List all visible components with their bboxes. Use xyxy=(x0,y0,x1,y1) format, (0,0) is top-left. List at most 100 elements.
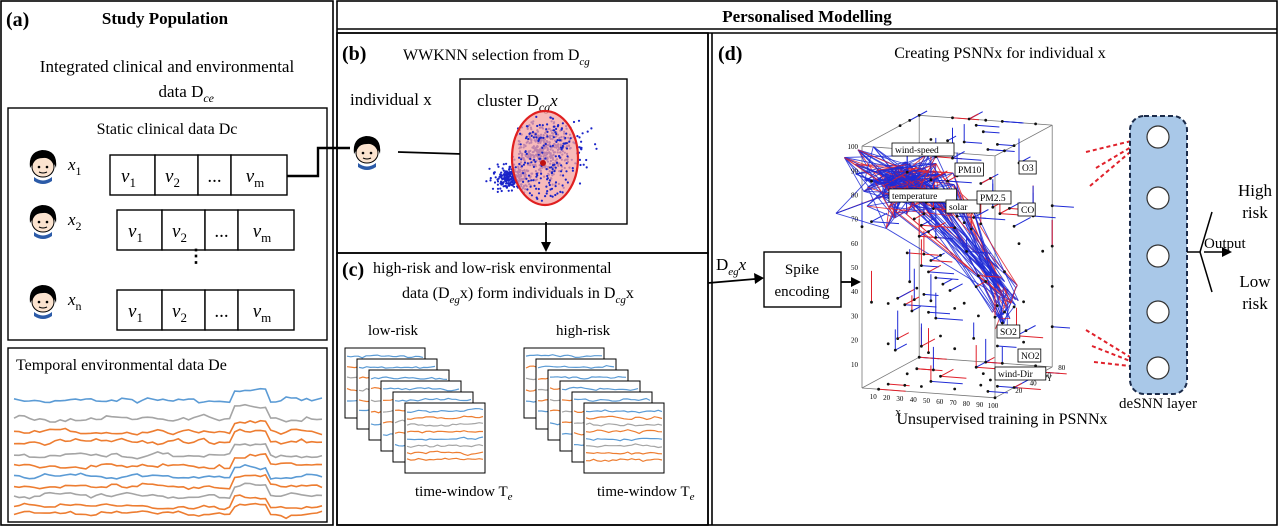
neuron xyxy=(984,361,987,364)
scatter-point xyxy=(535,116,537,118)
neuron xyxy=(927,311,930,314)
lattice-synapse xyxy=(872,213,888,221)
env-series-line xyxy=(14,444,322,459)
scatter-point xyxy=(541,152,543,154)
individual-x-label: individual x xyxy=(350,90,432,109)
vector-cell-label: ... xyxy=(214,301,228,322)
lattice-synapse xyxy=(941,376,967,378)
scatter-point xyxy=(497,163,499,165)
scatter-point xyxy=(507,171,509,173)
scatter-point xyxy=(560,164,562,166)
scatter-point xyxy=(555,128,557,130)
panel-a-label: (a) xyxy=(6,9,29,31)
scatter-point xyxy=(538,158,540,160)
scatter-point xyxy=(494,171,496,173)
neuron xyxy=(934,276,937,279)
scatter-point xyxy=(562,122,564,124)
scatter-point xyxy=(535,136,537,138)
lattice-synapse xyxy=(974,218,1006,220)
neuron xyxy=(951,157,954,160)
scatter-point xyxy=(505,170,507,172)
neuron xyxy=(1003,149,1006,152)
scatter-point xyxy=(511,184,513,186)
neuron xyxy=(923,293,926,296)
neuron xyxy=(930,380,933,383)
neuron xyxy=(930,259,933,262)
env-series-line xyxy=(14,495,322,509)
unsupervised-caption: Unsupervised training in PSNNx xyxy=(896,411,1107,428)
lattice-synapse xyxy=(1017,336,1044,338)
x-tick: 50 xyxy=(923,397,931,405)
scatter-point xyxy=(530,161,532,163)
scatter-point xyxy=(576,135,578,137)
scatter-point xyxy=(505,178,507,180)
scatter-point xyxy=(490,177,492,179)
scatter-point xyxy=(533,185,535,187)
neuron xyxy=(970,228,973,231)
scatter-point xyxy=(561,127,563,129)
scatter-point xyxy=(526,188,528,190)
neuron xyxy=(1001,362,1004,365)
scatter-point xyxy=(562,174,564,176)
scatter-point xyxy=(544,157,546,159)
scatter-point xyxy=(505,181,507,183)
lattice-synapse xyxy=(964,142,982,143)
scatter-point xyxy=(580,141,582,143)
row-to-individual-connector xyxy=(287,148,350,176)
neuron xyxy=(930,299,933,302)
neuron xyxy=(894,349,897,352)
neuron xyxy=(887,342,890,345)
scatter-point xyxy=(555,181,557,183)
neuron xyxy=(920,345,923,348)
env-to-spike-arrow xyxy=(708,279,755,283)
neuron xyxy=(972,337,975,340)
scatter-point xyxy=(509,174,511,176)
lattice-synapse xyxy=(895,344,907,350)
env-series-line xyxy=(14,483,322,498)
x-tick: 60 xyxy=(936,398,944,406)
feature-node-winddir: wind-Dir xyxy=(995,367,1046,380)
desnn-label: deSNN layer xyxy=(1119,396,1197,412)
scatter-point xyxy=(578,136,580,138)
high-risk-label: high-risk xyxy=(556,323,611,339)
scatter-point xyxy=(509,167,511,169)
neuron xyxy=(932,207,935,210)
scatter-point xyxy=(570,137,572,139)
scatter-point xyxy=(538,192,540,194)
scatter-point xyxy=(587,131,589,133)
x-tick: 70 xyxy=(950,399,958,407)
y-tick: 20 xyxy=(1015,387,1023,395)
scatter-point xyxy=(488,168,490,170)
feature-node-no2: NO2 xyxy=(1018,349,1041,362)
scatter-point xyxy=(506,185,508,187)
neuron xyxy=(939,254,942,257)
scatter-point xyxy=(552,196,554,198)
scatter-point xyxy=(590,127,592,129)
scatter-point xyxy=(497,180,499,182)
neuron xyxy=(903,303,906,306)
neuron xyxy=(918,114,921,117)
neuron xyxy=(932,369,935,372)
scatter-point xyxy=(541,147,543,149)
scatter-point xyxy=(565,133,567,135)
scatter-point xyxy=(525,178,527,180)
feature-label: wind-Dir xyxy=(998,370,1034,380)
patient-face-icon-3 xyxy=(30,285,56,319)
high-risk-output-line2: risk xyxy=(1242,203,1268,222)
scatter-point xyxy=(560,170,562,172)
lattice-synapse xyxy=(898,333,909,339)
neuron xyxy=(1051,204,1054,207)
scatter-point xyxy=(502,167,504,169)
feature-node-windspeed: wind-speed xyxy=(892,143,954,156)
scatter-point xyxy=(553,136,555,138)
x-tick: 90 xyxy=(976,401,984,409)
neuron xyxy=(972,216,975,219)
scatter-point xyxy=(530,179,532,181)
scatter-point xyxy=(511,177,513,179)
feature-label: PM2.5 xyxy=(980,194,1006,204)
scatter-point xyxy=(528,180,530,182)
scatter-point xyxy=(527,125,529,127)
scatter-point xyxy=(524,151,526,153)
deg-x-label: Degx xyxy=(716,255,747,278)
